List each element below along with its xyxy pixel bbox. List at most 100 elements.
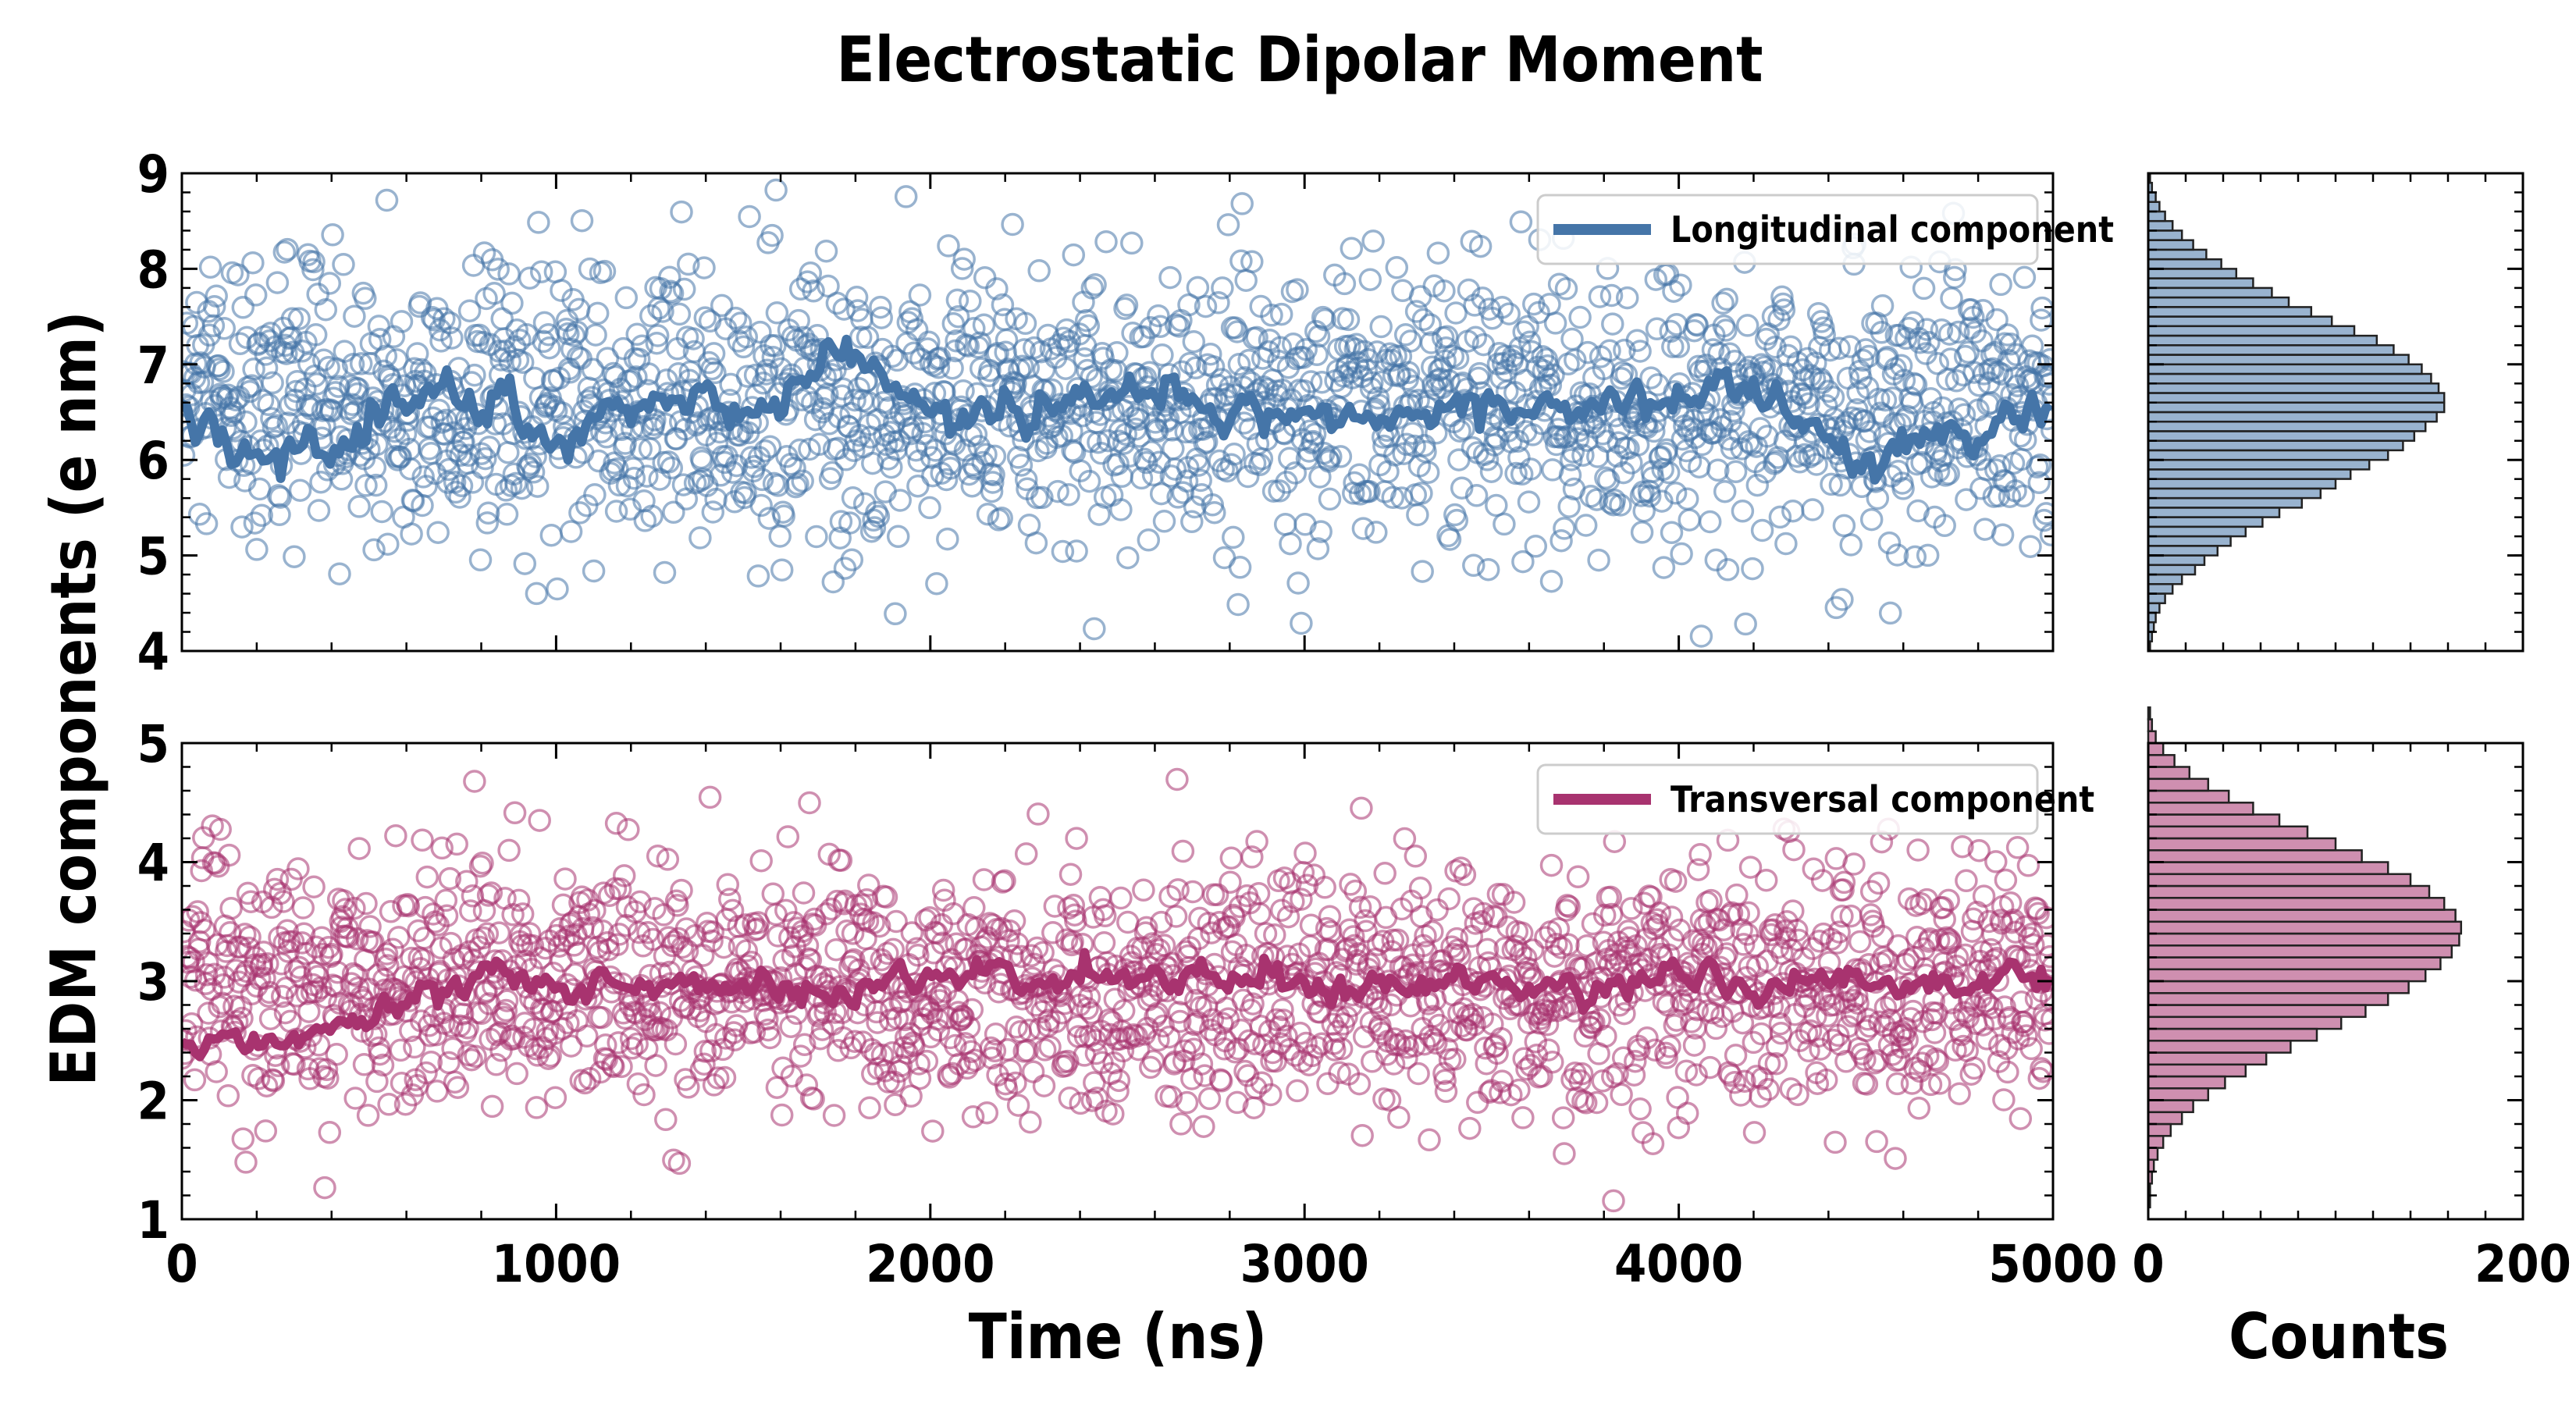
scatter-point xyxy=(1959,316,1982,340)
scatter-point xyxy=(899,1084,923,1108)
scatter-point xyxy=(1168,1009,1192,1033)
scatter-point xyxy=(610,1055,633,1079)
histogram-bar xyxy=(2147,1087,2210,1101)
scatter-point xyxy=(1399,329,1422,353)
scatter-point xyxy=(1475,448,1500,471)
scatter-point xyxy=(1602,1189,1625,1213)
scatter-point xyxy=(1825,931,1849,955)
scatter-point xyxy=(205,284,228,308)
legend-longitudinal: Longitudinal component xyxy=(1536,194,2114,265)
scatter-point xyxy=(644,1054,667,1077)
scatter-point xyxy=(1043,895,1067,918)
scatter-point xyxy=(764,178,788,202)
scatter-point xyxy=(1625,329,1649,352)
x-tick-label: 0 xyxy=(165,1234,197,1294)
scatter-point xyxy=(1025,936,1049,960)
scatter-point xyxy=(589,1005,614,1030)
scatter-point xyxy=(2034,502,2053,525)
scatter-point xyxy=(1141,1049,1165,1073)
scatter-point xyxy=(2034,905,2053,930)
scatter-point xyxy=(1286,278,1309,301)
scatter-point xyxy=(1703,421,1727,444)
scatter-point xyxy=(415,1061,438,1085)
scatter-point xyxy=(289,966,313,989)
scatter-point xyxy=(1916,543,1940,567)
histogram-bar xyxy=(2147,730,2157,745)
scatter-point xyxy=(226,263,250,286)
scatter-point xyxy=(1495,379,1519,404)
scatter-point xyxy=(829,510,853,533)
scatter-point xyxy=(746,564,770,588)
scatter-point xyxy=(1335,1005,1358,1029)
histogram-bar xyxy=(2147,956,2442,971)
scatter-point xyxy=(1799,364,1823,387)
scatter-point xyxy=(243,511,267,535)
scatter-point xyxy=(792,1033,817,1057)
scatter-point xyxy=(341,352,365,376)
scatter-point xyxy=(1458,1116,1482,1140)
scatter-point xyxy=(343,896,366,920)
scatter-point xyxy=(1992,1088,2016,1112)
scatter-point xyxy=(482,282,506,305)
scatter-point xyxy=(1134,916,1158,940)
scatter-point xyxy=(347,495,371,518)
scatter-point xyxy=(795,934,820,958)
histogram-bar xyxy=(2147,411,2438,423)
scatter-point xyxy=(316,1066,340,1090)
scatter-point xyxy=(182,1047,194,1070)
scatter-point xyxy=(758,435,782,458)
y-ticks-transversal: 1 2 3 4 5 xyxy=(137,714,2523,1250)
scatter-point xyxy=(1949,418,1973,442)
scatter-point xyxy=(400,522,423,546)
scatter-point xyxy=(495,503,519,526)
scatter-point xyxy=(1662,279,1685,303)
scatter-point xyxy=(720,898,745,923)
scatter-point xyxy=(1601,1065,1624,1089)
scatter-point xyxy=(1319,445,1343,468)
scatter-point xyxy=(991,293,1015,317)
scatter-point xyxy=(972,868,996,891)
scatter-point xyxy=(1572,956,1596,980)
scatter-point xyxy=(757,507,781,530)
scatter-point xyxy=(842,439,866,462)
scatter-point xyxy=(1998,485,2022,508)
scatter-point xyxy=(1729,1083,1752,1107)
scatter-point xyxy=(468,854,493,878)
scatter-point xyxy=(1452,417,1475,441)
scatter-point xyxy=(1364,521,1388,544)
scatter-point xyxy=(952,247,976,271)
scatter-point xyxy=(841,922,865,945)
scatter-point xyxy=(1126,407,1151,431)
histogram-bar xyxy=(2147,219,2174,232)
scatter-point xyxy=(1661,335,1685,358)
scatter-point xyxy=(354,286,377,311)
histogram-transversal xyxy=(2147,706,2463,1209)
scatter-point xyxy=(918,496,941,520)
scatter-point xyxy=(1674,1059,1699,1083)
scatter-point xyxy=(578,257,602,281)
scatter-point xyxy=(494,998,518,1023)
scatter-point xyxy=(268,503,291,527)
scatter-point xyxy=(1207,291,1230,315)
scatter-point xyxy=(1975,1027,1999,1051)
scatter-point xyxy=(1599,283,1624,308)
scatter-point xyxy=(658,265,681,289)
scatter-point xyxy=(222,994,246,1018)
scatter-point xyxy=(1030,486,1054,510)
scatter-point xyxy=(1260,304,1283,327)
scatter-point xyxy=(511,902,535,926)
scatter-point xyxy=(1855,1072,1879,1096)
scatter-point xyxy=(976,502,1000,526)
histogram-bar xyxy=(2147,306,2313,318)
scatter-point xyxy=(1145,1001,1169,1026)
scatter-point xyxy=(925,571,948,596)
scatter-point xyxy=(961,1105,985,1129)
scatter-point xyxy=(845,286,869,309)
scatter-point xyxy=(1536,1038,1560,1062)
scatter-point xyxy=(749,848,773,873)
histogram-bar xyxy=(2147,932,2460,947)
scatter-point xyxy=(361,930,385,954)
scatter-point xyxy=(1490,295,1514,319)
scatter-point xyxy=(1524,535,1548,558)
scatter-point xyxy=(701,920,725,944)
